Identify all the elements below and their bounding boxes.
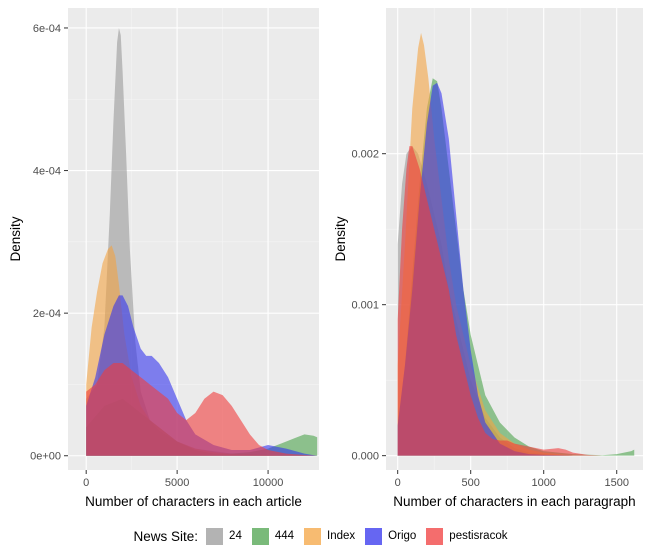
legend-label: 444 (274, 530, 295, 542)
y-axis-title: Density (8, 216, 23, 261)
y-tick-label: 2e-04 (33, 308, 61, 320)
y-axis-title: Density (333, 216, 348, 261)
x-tick-label: 500 (462, 477, 480, 489)
panel-2: 0 500 1000 1500 0.000 0.001 0.002 Number of cha… (333, 8, 643, 509)
legend-title: News Site: (133, 528, 199, 544)
y-tick-label: 6e-04 (33, 23, 61, 35)
legend-swatch (304, 527, 322, 545)
legend-label: Origo (388, 530, 417, 542)
legend-label: 24 (229, 530, 242, 542)
legend-swatch (426, 527, 444, 545)
y-tick-label: 0.002 (351, 149, 379, 161)
y-axis: 0e+00 2e-04 4e-04 6e-04 (30, 23, 68, 463)
legend-swatch (251, 527, 269, 545)
density-areas (86, 27, 318, 456)
legend: News Site: 24 444 Index Origo pestisraco… (0, 522, 651, 550)
legend-label: Index (327, 530, 356, 542)
legend-item-pestisracok: pestisracok (426, 527, 508, 545)
x-axis: 0 500 1000 1500 (395, 470, 629, 489)
y-tick-label: 0.000 (351, 451, 379, 463)
y-axis: 0.000 0.001 0.002 (351, 149, 386, 463)
major-gridlines (68, 8, 319, 470)
x-tick-label: 1500 (604, 477, 628, 489)
legend-item-444: 444 (251, 527, 295, 545)
x-axis-title: Number of characters in each paragraph (393, 494, 635, 509)
density-area-pestisracok (86, 363, 318, 456)
y-tick-label: 0.001 (351, 300, 379, 312)
legend-label: pestisracok (449, 530, 508, 542)
legend-swatch (365, 527, 383, 545)
legend-item-index: Index (304, 527, 356, 545)
x-tick-label: 0 (395, 477, 401, 489)
x-tick-label: 1000 (531, 477, 555, 489)
panel-1: 0 5000 10000 0e+00 2e-04 4e-04 6e-04 Number of … (8, 8, 319, 509)
x-axis: 0 5000 10000 (83, 470, 283, 489)
density-areas (397, 32, 635, 456)
legend-item-origo: Origo (365, 527, 417, 545)
density-area-pestisracok (397, 146, 603, 456)
x-axis-title: Number of characters in each article (85, 494, 302, 509)
legend-item-24: 24 (206, 527, 242, 545)
y-tick-label: 0e+00 (30, 451, 61, 463)
x-tick-label: 5000 (165, 477, 189, 489)
legend-swatch (206, 527, 224, 545)
x-tick-label: 10000 (253, 477, 284, 489)
y-tick-label: 4e-04 (33, 166, 61, 178)
x-tick-label: 0 (83, 477, 89, 489)
